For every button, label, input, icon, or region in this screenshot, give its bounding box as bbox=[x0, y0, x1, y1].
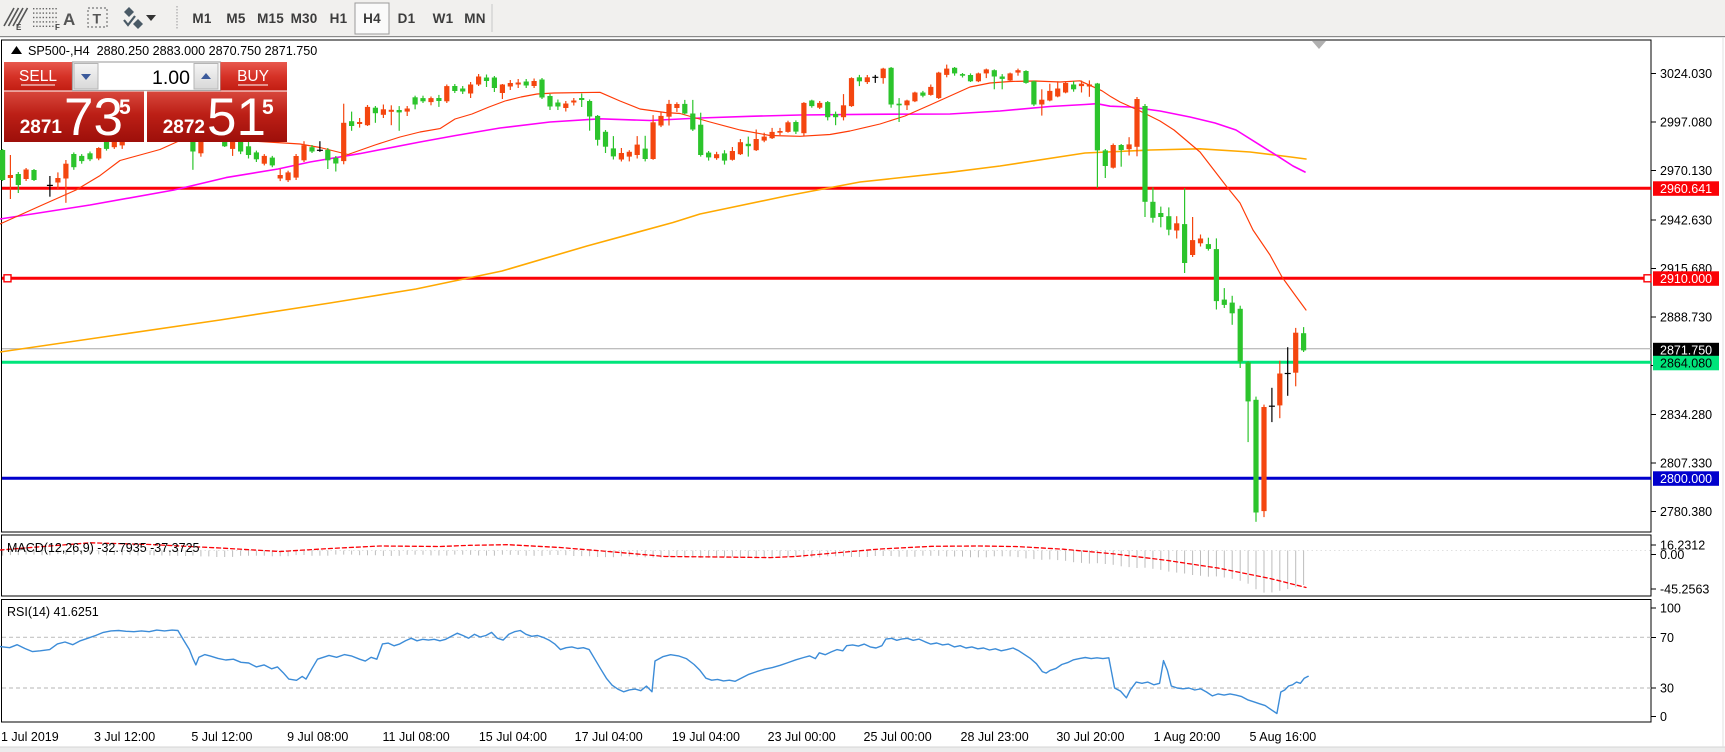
svg-text:M5: M5 bbox=[226, 11, 245, 26]
svg-text:30 Jul 20:00: 30 Jul 20:00 bbox=[1056, 730, 1124, 744]
svg-text:16.2312: 16.2312 bbox=[1660, 539, 1705, 553]
svg-text:5: 5 bbox=[262, 96, 274, 119]
svg-text:2834.280: 2834.280 bbox=[1660, 408, 1712, 422]
svg-text:H1: H1 bbox=[330, 11, 348, 26]
svg-text:3 Jul 12:00: 3 Jul 12:00 bbox=[94, 730, 155, 744]
svg-text:M30: M30 bbox=[291, 11, 318, 26]
svg-text:5: 5 bbox=[119, 96, 131, 119]
svg-text:19 Jul 04:00: 19 Jul 04:00 bbox=[672, 730, 740, 744]
svg-text:H4: H4 bbox=[363, 11, 381, 26]
svg-text:70: 70 bbox=[1660, 631, 1674, 645]
svg-text:2997.080: 2997.080 bbox=[1660, 116, 1712, 130]
svg-text:17 Jul 04:00: 17 Jul 04:00 bbox=[575, 730, 643, 744]
svg-text:T: T bbox=[93, 11, 102, 27]
svg-text:5 Aug 16:00: 5 Aug 16:00 bbox=[1250, 730, 1317, 744]
svg-text:25 Jul 00:00: 25 Jul 00:00 bbox=[864, 730, 932, 744]
svg-text:0.00: 0.00 bbox=[1660, 548, 1684, 562]
svg-text:3024.030: 3024.030 bbox=[1660, 67, 1712, 81]
svg-text:9 Jul 08:00: 9 Jul 08:00 bbox=[287, 730, 348, 744]
svg-text:11 Jul 08:00: 11 Jul 08:00 bbox=[383, 730, 450, 744]
svg-text:2888.730: 2888.730 bbox=[1660, 310, 1712, 324]
svg-text:15 Jul 04:00: 15 Jul 04:00 bbox=[479, 730, 547, 744]
svg-text:73: 73 bbox=[64, 88, 123, 147]
svg-text:2780.380: 2780.380 bbox=[1660, 505, 1712, 519]
svg-text:-45.2563: -45.2563 bbox=[1660, 583, 1709, 597]
svg-text:2960.641: 2960.641 bbox=[1660, 182, 1712, 196]
svg-text:2942.630: 2942.630 bbox=[1660, 213, 1712, 227]
svg-text:2872: 2872 bbox=[163, 117, 205, 138]
svg-text:1 Jul 2019: 1 Jul 2019 bbox=[1, 730, 59, 744]
svg-text:W1: W1 bbox=[433, 11, 454, 26]
svg-text:MACD(12,26,9) -32.7935 -37.372: MACD(12,26,9) -32.7935 -37.3725 bbox=[7, 541, 200, 555]
svg-text:23 Jul 00:00: 23 Jul 00:00 bbox=[768, 730, 836, 744]
svg-text:2970.130: 2970.130 bbox=[1660, 164, 1712, 178]
svg-text:0: 0 bbox=[1660, 710, 1667, 724]
svg-text:M15: M15 bbox=[257, 11, 284, 26]
svg-text:100: 100 bbox=[1660, 602, 1681, 616]
svg-text:RSI(14) 41.6251: RSI(14) 41.6251 bbox=[7, 605, 99, 619]
svg-text:2800.000: 2800.000 bbox=[1660, 472, 1712, 486]
svg-text:2871: 2871 bbox=[20, 117, 63, 138]
svg-text:BUY: BUY bbox=[237, 68, 269, 85]
svg-text:5 Jul 12:00: 5 Jul 12:00 bbox=[191, 730, 252, 744]
svg-text:28 Jul 23:00: 28 Jul 23:00 bbox=[961, 730, 1029, 744]
svg-text:SELL: SELL bbox=[19, 68, 57, 85]
svg-text:F: F bbox=[55, 23, 60, 32]
svg-text:A: A bbox=[63, 10, 75, 29]
svg-text:2910.000: 2910.000 bbox=[1660, 272, 1712, 286]
svg-text:D1: D1 bbox=[398, 11, 416, 26]
svg-text:1.00: 1.00 bbox=[152, 67, 190, 89]
svg-text:E: E bbox=[16, 23, 22, 32]
svg-text:MN: MN bbox=[464, 11, 485, 26]
svg-text:2807.330: 2807.330 bbox=[1660, 457, 1712, 471]
svg-text:51: 51 bbox=[207, 88, 266, 147]
svg-text:M1: M1 bbox=[192, 11, 211, 26]
svg-text:2871.750: 2871.750 bbox=[1660, 343, 1712, 357]
svg-text:SP500-,H4 2880.250 2883.000 2: SP500-,H4 2880.250 2883.000 2870.750 287… bbox=[28, 44, 317, 58]
svg-text:30: 30 bbox=[1660, 682, 1674, 696]
svg-text:2864.080: 2864.080 bbox=[1660, 356, 1712, 370]
svg-text:1 Aug 20:00: 1 Aug 20:00 bbox=[1154, 730, 1221, 744]
